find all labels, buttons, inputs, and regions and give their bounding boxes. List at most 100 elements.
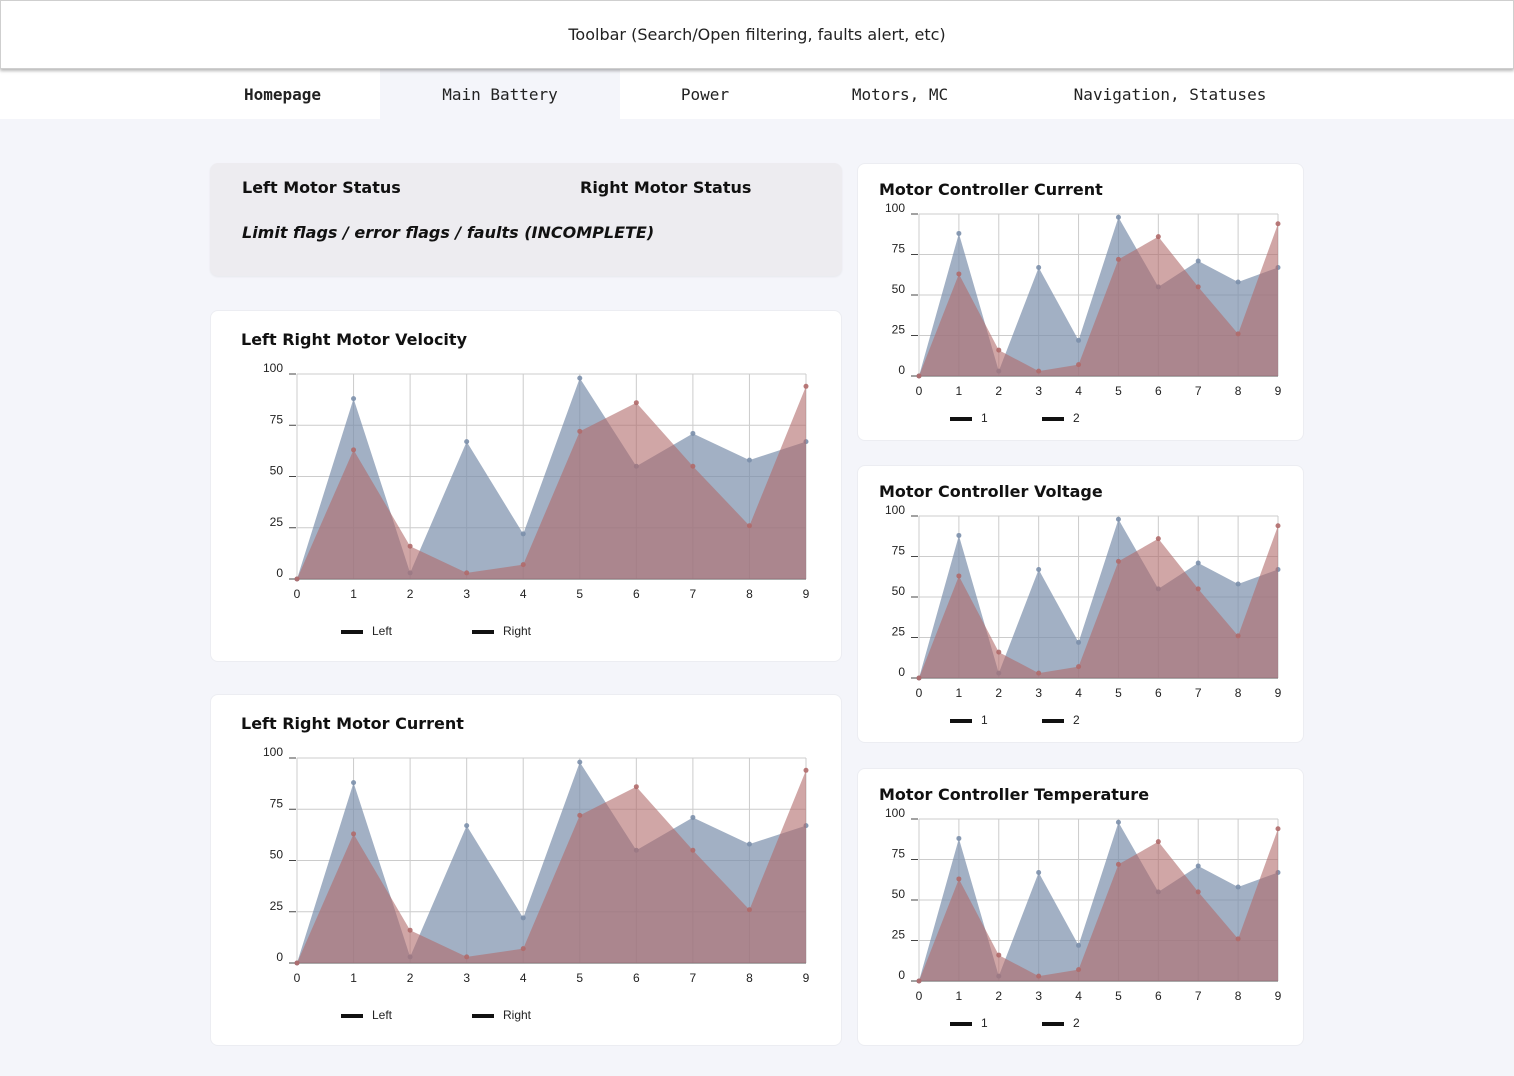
y-tick-label: 25 bbox=[270, 515, 284, 529]
mc-current-chart-card: Motor Controller Current 0 25 50 75 100 0 1 2 3 4… bbox=[857, 163, 1304, 441]
x-tick-label: 2 bbox=[995, 384, 1002, 398]
data-point bbox=[1036, 869, 1042, 875]
tab-homepage[interactable]: Homepage bbox=[243, 84, 322, 104]
y-tick-label: 100 bbox=[885, 201, 905, 215]
data-point bbox=[803, 383, 809, 389]
data-point bbox=[956, 271, 962, 277]
x-tick-label: 4 bbox=[1075, 989, 1082, 1003]
y-tick-label: 100 bbox=[263, 745, 283, 759]
x-tick-label: 5 bbox=[1115, 686, 1122, 700]
data-point bbox=[1235, 581, 1241, 587]
x-tick-label: 1 bbox=[956, 384, 963, 398]
data-point bbox=[1155, 234, 1161, 240]
data-point bbox=[916, 978, 922, 984]
data-point bbox=[464, 439, 470, 445]
series-area-2 bbox=[297, 770, 806, 963]
x-tick-label: 4 bbox=[520, 587, 527, 601]
y-tick-label: 100 bbox=[885, 806, 905, 820]
y-tick-label: 0 bbox=[276, 950, 283, 964]
y-tick-label: 50 bbox=[892, 887, 906, 901]
data-point bbox=[1076, 967, 1082, 973]
y-tick-label: 25 bbox=[892, 928, 906, 942]
data-point bbox=[351, 780, 357, 786]
data-point bbox=[1195, 284, 1201, 290]
y-tick-label: 100 bbox=[885, 503, 905, 517]
data-point bbox=[1195, 258, 1201, 264]
legend-swatch bbox=[1042, 719, 1064, 723]
data-point bbox=[690, 847, 696, 853]
x-tick-label: 8 bbox=[746, 971, 753, 985]
data-point bbox=[520, 915, 526, 921]
data-point bbox=[1275, 826, 1281, 832]
series-area-2 bbox=[297, 386, 806, 579]
data-point bbox=[464, 954, 470, 960]
y-tick-label: 50 bbox=[270, 848, 284, 862]
tab-power[interactable]: Power bbox=[680, 84, 730, 104]
series-area-2 bbox=[919, 223, 1278, 376]
data-point bbox=[996, 347, 1002, 353]
legend-swatch bbox=[950, 417, 972, 421]
data-point bbox=[690, 463, 696, 469]
y-tick-label: 75 bbox=[892, 847, 906, 861]
y-tick-label: 50 bbox=[892, 584, 906, 598]
x-tick-label: 4 bbox=[1075, 384, 1082, 398]
legend-label: 1 bbox=[981, 713, 988, 727]
data-point bbox=[1115, 861, 1121, 867]
legend-label: 2 bbox=[1073, 1016, 1080, 1030]
data-point bbox=[577, 428, 583, 434]
x-tick-label: 0 bbox=[916, 686, 923, 700]
x-tick-label: 5 bbox=[576, 587, 583, 601]
x-tick-label: 9 bbox=[803, 587, 810, 601]
x-tick-label: 1 bbox=[956, 686, 963, 700]
data-point bbox=[956, 230, 962, 236]
data-point bbox=[1275, 221, 1281, 227]
data-point bbox=[577, 812, 583, 818]
data-point bbox=[1195, 889, 1201, 895]
data-point bbox=[1115, 214, 1121, 220]
x-tick-label: 9 bbox=[1275, 989, 1282, 1003]
x-tick-label: 0 bbox=[294, 587, 301, 601]
x-tick-label: 5 bbox=[1115, 989, 1122, 1003]
data-point bbox=[1076, 942, 1082, 948]
x-tick-label: 4 bbox=[520, 971, 527, 985]
x-tick-label: 2 bbox=[995, 989, 1002, 1003]
data-point bbox=[1076, 664, 1082, 670]
tab-motors-mc[interactable]: Motors, MC bbox=[851, 84, 949, 104]
data-point bbox=[1235, 633, 1241, 639]
series-area-2 bbox=[919, 828, 1278, 981]
x-tick-label: 7 bbox=[690, 971, 697, 985]
y-tick-label: 75 bbox=[892, 544, 906, 558]
data-point bbox=[956, 532, 962, 538]
chart-title: Left Right Motor Velocity bbox=[241, 330, 467, 349]
data-point bbox=[1036, 264, 1042, 270]
data-point bbox=[746, 523, 752, 529]
velocity-chart-card: Left Right Motor Velocity 0 25 50 75 100 0 1 2 3… bbox=[210, 310, 842, 662]
legend-label: Right bbox=[503, 624, 532, 638]
x-tick-label: 3 bbox=[1035, 989, 1042, 1003]
x-tick-label: 5 bbox=[576, 971, 583, 985]
y-tick-label: 75 bbox=[270, 796, 284, 810]
x-tick-label: 9 bbox=[803, 971, 810, 985]
y-tick-label: 0 bbox=[898, 665, 905, 679]
data-point bbox=[690, 430, 696, 436]
legend-label: Left bbox=[372, 624, 393, 638]
data-point bbox=[1115, 256, 1121, 262]
data-point bbox=[351, 447, 357, 453]
tab-main-battery[interactable]: Main Battery bbox=[380, 69, 620, 119]
motor-current-chart-card: Left Right Motor Current 0 25 50 75 100 0 1 2 3 4… bbox=[210, 694, 842, 1046]
data-point bbox=[746, 907, 752, 913]
data-point bbox=[746, 841, 752, 847]
tab-navigation-statuses[interactable]: Navigation, Statuses bbox=[1073, 84, 1267, 104]
x-tick-label: 2 bbox=[407, 971, 414, 985]
data-point bbox=[803, 767, 809, 773]
x-tick-label: 6 bbox=[633, 587, 640, 601]
x-tick-label: 8 bbox=[1235, 384, 1242, 398]
chart-title: Motor Controller Current bbox=[879, 180, 1103, 199]
x-tick-label: 9 bbox=[1275, 686, 1282, 700]
legend-swatch bbox=[1042, 417, 1064, 421]
y-tick-label: 75 bbox=[270, 412, 284, 426]
data-point bbox=[464, 823, 470, 829]
x-tick-label: 9 bbox=[1275, 384, 1282, 398]
